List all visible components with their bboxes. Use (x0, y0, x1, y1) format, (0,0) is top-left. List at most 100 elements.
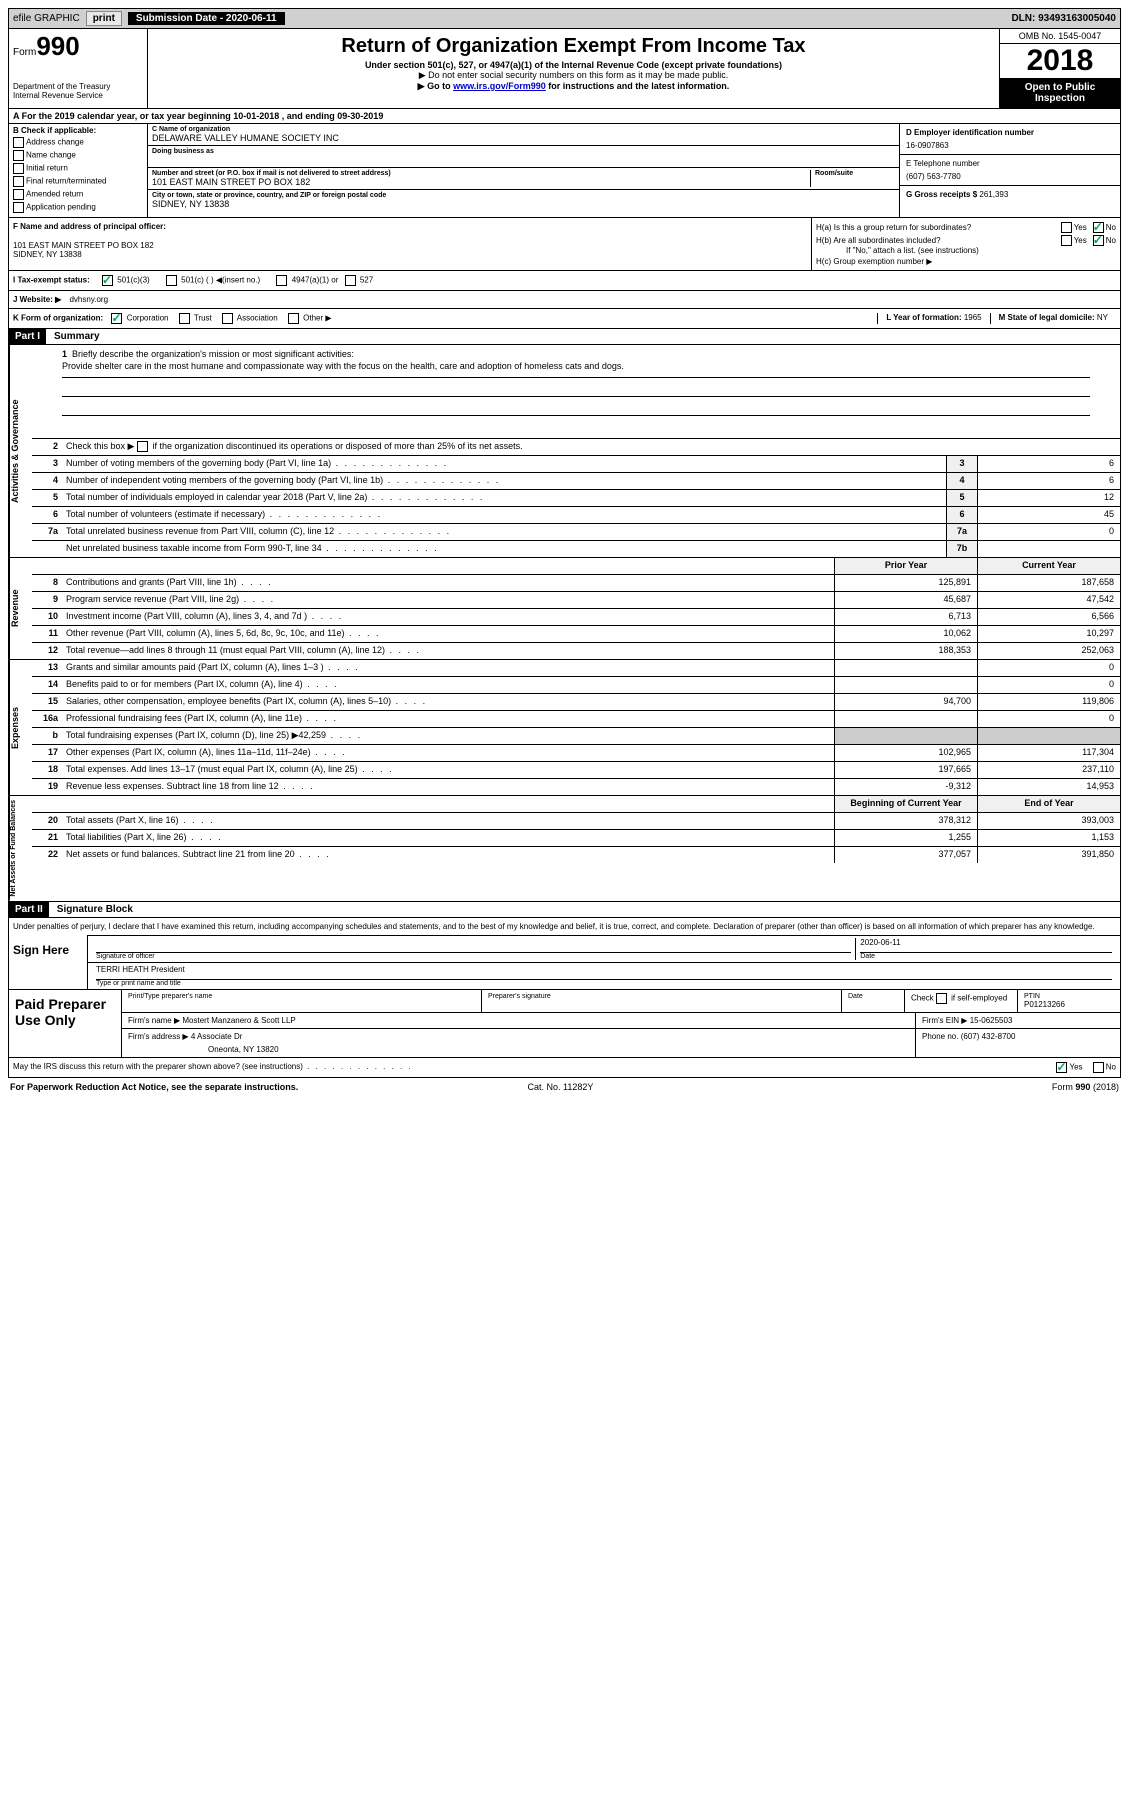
table-row: 11 Other revenue (Part VIII, column (A),… (32, 626, 1120, 643)
mission-text: Provide shelter care in the most humane … (62, 359, 1090, 378)
line-a: A For the 2019 calendar year, or tax yea… (8, 109, 1121, 124)
final-return-checkbox[interactable] (13, 176, 24, 187)
527-checkbox[interactable] (345, 275, 356, 286)
table-row: 21 Total liabilities (Part X, line 26) 1… (32, 830, 1120, 847)
omb-number: OMB No. 1545-0047 (1000, 29, 1120, 44)
net-assets-section: Net Assets or Fund Balances Beginning of… (8, 796, 1121, 902)
expenses-section: Expenses 13 Grants and similar amounts p… (8, 660, 1121, 796)
officer-name: TERRI HEATH President (96, 965, 1112, 980)
row-i: I Tax-exempt status: 501(c)(3) 501(c) ( … (8, 271, 1121, 291)
trust-checkbox[interactable] (179, 313, 190, 324)
table-row: 13 Grants and similar amounts paid (Part… (32, 660, 1120, 677)
table-row: 20 Total assets (Part X, line 16) 378,31… (32, 813, 1120, 830)
amended-checkbox[interactable] (13, 189, 24, 200)
table-row: Net unrelated business taxable income fr… (32, 541, 1120, 557)
top-bar: efile GRAPHIC print Submission Date - 20… (8, 8, 1121, 29)
sig-date: 2020-06-11 (860, 938, 1112, 953)
discuss-no-checkbox[interactable] (1093, 1062, 1104, 1073)
efile-label: efile GRAPHIC (13, 13, 80, 24)
table-row: 17 Other expenses (Part IX, column (A), … (32, 745, 1120, 762)
org-city: SIDNEY, NY 13838 (152, 199, 895, 209)
name-change-checkbox[interactable] (13, 150, 24, 161)
table-row: 15 Salaries, other compensation, employe… (32, 694, 1120, 711)
table-row: 14 Benefits paid to or for members (Part… (32, 677, 1120, 694)
box-b: B Check if applicable: Address change Na… (9, 124, 148, 217)
form-title-block: Return of Organization Exempt From Incom… (148, 29, 999, 108)
firm-phone: (607) 432-8700 (961, 1032, 1016, 1041)
501c-checkbox[interactable] (166, 275, 177, 286)
table-row: 8 Contributions and grants (Part VIII, l… (32, 575, 1120, 592)
part2-header: Part II Signature Block (8, 902, 1121, 918)
dept-label: Department of the Treasury Internal Reve… (13, 82, 143, 100)
firm-addr2: Oneonta, NY 13820 (208, 1045, 909, 1054)
paid-preparer-block: Paid Preparer Use Only Print/Type prepar… (8, 990, 1121, 1058)
print-button[interactable]: print (86, 11, 122, 26)
hb-yes-checkbox[interactable] (1061, 235, 1072, 246)
box-d: D Employer identification number 16-0907… (899, 124, 1120, 217)
state-domicile: NY (1097, 313, 1108, 322)
part1-header: Part I Summary (8, 329, 1121, 345)
discuss-row: May the IRS discuss this return with the… (8, 1058, 1121, 1078)
table-row: 5 Total number of individuals employed i… (32, 490, 1120, 507)
box-h: H(a) Is this a group return for subordin… (811, 218, 1120, 270)
table-row: 7a Total unrelated business revenue from… (32, 524, 1120, 541)
firm-ein: 15-0625503 (970, 1016, 1013, 1025)
other-checkbox[interactable] (288, 313, 299, 324)
addr-change-checkbox[interactable] (13, 137, 24, 148)
org-name: DELAWARE VALLEY HUMANE SOCIETY INC (152, 133, 895, 143)
page-footer: For Paperwork Reduction Act Notice, see … (8, 1078, 1121, 1096)
subtitle-1: Under section 501(c), 527, or 4947(a)(1)… (152, 60, 995, 70)
self-employed-checkbox[interactable] (936, 993, 947, 1004)
telephone: (607) 563-7780 (906, 172, 1114, 181)
firm-addr1: 4 Associate Dr (191, 1032, 243, 1041)
ha-yes-checkbox[interactable] (1061, 222, 1072, 233)
table-row: 9 Program service revenue (Part VIII, li… (32, 592, 1120, 609)
dln: DLN: 93493163005040 (1011, 13, 1116, 24)
table-row: 3 Number of voting members of the govern… (32, 456, 1120, 473)
table-row: 16a Professional fundraising fees (Part … (32, 711, 1120, 728)
box-c: C Name of organization DELAWARE VALLEY H… (148, 124, 899, 217)
app-pending-checkbox[interactable] (13, 202, 24, 213)
org-address: 101 EAST MAIN STREET PO BOX 182 (152, 177, 810, 187)
website: dvhsny.org (69, 295, 108, 304)
form-title: Return of Organization Exempt From Incom… (152, 35, 995, 58)
table-row: 4 Number of independent voting members o… (32, 473, 1120, 490)
activities-governance-section: Activities & Governance 1 Briefly descri… (8, 345, 1121, 558)
irs-link[interactable]: www.irs.gov/Form990 (453, 81, 546, 91)
table-row: 6 Total number of volunteers (estimate i… (32, 507, 1120, 524)
form-header: Form990 Department of the Treasury Inter… (8, 29, 1121, 109)
submission-date: Submission Date - 2020-06-11 (128, 12, 285, 25)
signature-block: Under penalties of perjury, I declare th… (8, 918, 1121, 990)
row-j: J Website: ▶ dvhsny.org (8, 291, 1121, 309)
table-row: 19 Revenue less expenses. Subtract line … (32, 779, 1120, 795)
ha-no-checkbox[interactable] (1093, 222, 1104, 233)
assoc-checkbox[interactable] (222, 313, 233, 324)
discontinued-checkbox[interactable] (137, 441, 148, 452)
initial-return-checkbox[interactable] (13, 163, 24, 174)
subtitle-3: ▶ Go to www.irs.gov/Form990 for instruct… (152, 81, 995, 92)
firm-name: Mostert Manzanero & Scott LLP (182, 1016, 295, 1025)
section-bcd: B Check if applicable: Address change Na… (8, 124, 1121, 218)
501c3-checkbox[interactable] (102, 275, 113, 286)
subtitle-2: ▶ Do not enter social security numbers o… (152, 70, 995, 81)
row-k: K Form of organization: Corporation Trus… (8, 309, 1121, 329)
open-inspection: Open to Public Inspection (1000, 78, 1120, 108)
4947-checkbox[interactable] (276, 275, 287, 286)
box-f: F Name and address of principal officer:… (9, 218, 811, 270)
table-row: 18 Total expenses. Add lines 13–17 (must… (32, 762, 1120, 779)
table-row: 12 Total revenue—add lines 8 through 11 … (32, 643, 1120, 659)
ein: 16-0907863 (906, 141, 1114, 150)
table-row: b Total fundraising expenses (Part IX, c… (32, 728, 1120, 745)
gross-receipts: 261,393 (979, 190, 1008, 199)
omb-year-block: OMB No. 1545-0047 2018 Open to Public In… (999, 29, 1120, 108)
hb-no-checkbox[interactable] (1093, 235, 1104, 246)
year-formation: 1965 (964, 313, 982, 322)
section-fgh: F Name and address of principal officer:… (8, 218, 1121, 271)
revenue-section: Revenue Prior Year Current Year 8 Contri… (8, 558, 1121, 660)
ptin: P01213266 (1024, 1000, 1114, 1009)
tax-year: 2018 (1000, 44, 1120, 78)
table-row: 22 Net assets or fund balances. Subtract… (32, 847, 1120, 863)
corp-checkbox[interactable] (111, 313, 122, 324)
form-number-block: Form990 Department of the Treasury Inter… (9, 29, 148, 108)
discuss-yes-checkbox[interactable] (1056, 1062, 1067, 1073)
